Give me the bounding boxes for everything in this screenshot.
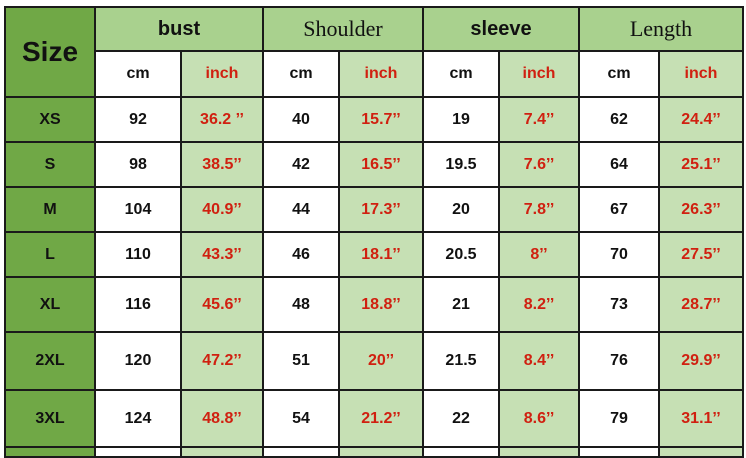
unit-inch: inch	[180, 50, 264, 98]
table-row: XS 92 36.2 ’’ 40 15.7’’ 19 7.4’’ 62 24.4’’	[4, 96, 744, 143]
inch-value: 8.2’’	[498, 276, 580, 333]
group-header-bust: bust	[94, 6, 264, 52]
table-row: L 110 43.3’’ 46 18.1’’ 20.5 8’’ 70 27.5’’	[4, 231, 744, 278]
unit-inch: inch	[658, 50, 744, 98]
inch-value: 8.6’’	[498, 389, 580, 448]
cm-value: 76	[578, 331, 660, 391]
table-row: XL 116 45.6’’ 48 18.8’’ 21 8.2’’ 73 28.7’’	[4, 276, 744, 333]
inch-value: 8.4’’	[498, 331, 580, 391]
cm-value: 20.5	[422, 231, 500, 278]
inch-value: 31.1’’	[658, 389, 744, 448]
cm-value: 73	[578, 276, 660, 333]
inch-value: 16.5’’	[338, 141, 424, 188]
size-label: L	[4, 231, 96, 278]
cm-value: 19.5	[422, 141, 500, 188]
inch-value: 21.2’’	[338, 389, 424, 448]
cm-value: 48	[262, 276, 340, 333]
size-label: 3XL	[4, 389, 96, 448]
inch-value: 18.1’’	[338, 231, 424, 278]
inch-value: 38.5’’	[180, 141, 264, 188]
cm-value: 42	[262, 141, 340, 188]
inch-value: 40.9’’	[180, 186, 264, 233]
inch-value: 28.7’’	[658, 276, 744, 333]
cm-value: 22	[422, 389, 500, 448]
cm-value: 62	[578, 96, 660, 143]
cm-value: 21	[422, 276, 500, 333]
inch-value: 7.4’’	[498, 96, 580, 143]
size-label: XS	[4, 96, 96, 143]
cm-value: 70	[578, 231, 660, 278]
group-header-shoulder: Shoulder	[262, 6, 424, 52]
cm-value: 79	[578, 389, 660, 448]
inch-value: 24.4’’	[658, 96, 744, 143]
table-row: S 98 38.5’’ 42 16.5’’ 19.5 7.6’’ 64 25.1’’	[4, 141, 744, 188]
inch-value: 29.9’’	[658, 331, 744, 391]
group-header-length: Length	[578, 6, 744, 52]
inch-value: 7.6’’	[498, 141, 580, 188]
cm-value: 51	[262, 331, 340, 391]
size-label: M	[4, 186, 96, 233]
table-row: 3XL 124 48.8’’ 54 21.2’’ 22 8.6’’ 79 31.1’’	[4, 389, 744, 448]
unit-cm: cm	[422, 50, 500, 98]
size-label: XL	[4, 276, 96, 333]
inch-value: 8’’	[498, 231, 580, 278]
inch-value: 47.2’’	[180, 331, 264, 391]
inch-value: 45.6’’	[180, 276, 264, 333]
cm-value: 46	[262, 231, 340, 278]
size-label: 2XL	[4, 331, 96, 391]
inch-value: 20’’	[338, 331, 424, 391]
header-row-groups: Size bust Shoulder sleeve Length	[4, 6, 744, 98]
cm-value: 19	[422, 96, 500, 143]
cm-value: 67	[578, 186, 660, 233]
cm-value: 124	[94, 389, 182, 448]
inch-value: 43.3’’	[180, 231, 264, 278]
unit-cm: cm	[262, 50, 340, 98]
unit-cm: cm	[94, 50, 182, 98]
cm-value: 104	[94, 186, 182, 233]
cm-value: 64	[578, 141, 660, 188]
unit-cm: cm	[578, 50, 660, 98]
size-header: Size	[4, 6, 96, 98]
inch-value: 26.3’’	[658, 186, 744, 233]
cm-value: 20	[422, 186, 500, 233]
cm-value: 98	[94, 141, 182, 188]
cm-value: 116	[94, 276, 182, 333]
inch-value: 48.8’’	[180, 389, 264, 448]
header-row-units: cm inch cm inch cm inch cm inch	[5, 50, 744, 98]
inch-value: 15.7’’	[338, 96, 424, 143]
unit-inch: inch	[338, 50, 424, 98]
cm-value: 92	[94, 96, 182, 143]
cm-value: 40	[262, 96, 340, 143]
cm-value: 44	[262, 186, 340, 233]
size-chart-table: Size bust Shoulder sleeve Length cm inch…	[4, 6, 744, 458]
group-header-sleeve: sleeve	[422, 6, 580, 52]
unit-inch: inch	[498, 50, 580, 98]
cm-value: 21.5	[422, 331, 500, 391]
cm-value: 110	[94, 231, 182, 278]
inch-value: 7.8’’	[498, 186, 580, 233]
inch-value: 36.2 ’’	[180, 96, 264, 143]
cm-value: 54	[262, 389, 340, 448]
table-row: M 104 40.9’’ 44 17.3’’ 20 7.8’’ 67 26.3’’	[4, 186, 744, 233]
inch-value: 25.1’’	[658, 141, 744, 188]
inch-value: 17.3’’	[338, 186, 424, 233]
table-row-partial	[4, 446, 744, 458]
inch-value: 18.8’’	[338, 276, 424, 333]
cm-value: 120	[94, 331, 182, 391]
size-label: S	[4, 141, 96, 188]
inch-value: 27.5’’	[658, 231, 744, 278]
table-row: 2XL 120 47.2’’ 51 20’’ 21.5 8.4’’ 76 29.9’’	[4, 331, 744, 391]
